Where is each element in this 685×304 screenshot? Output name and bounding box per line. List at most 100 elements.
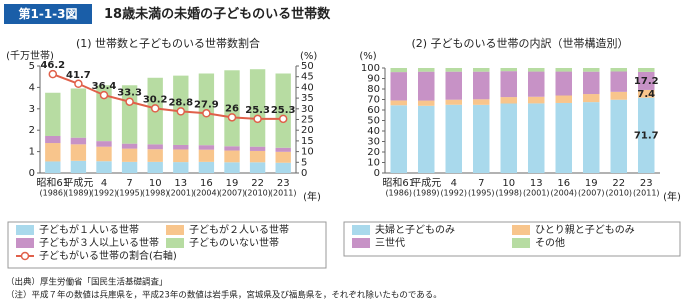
bar-segment xyxy=(224,146,240,151)
data-label: 33.3 xyxy=(117,88,142,99)
x-tick-year: (1989) xyxy=(65,189,92,198)
y-tick-label: 20 xyxy=(367,147,380,158)
bar-segment xyxy=(224,162,240,173)
y-tick-label: 100 xyxy=(361,63,380,74)
legend-marker xyxy=(20,251,30,261)
line-marker xyxy=(48,69,58,79)
x-tick-year: (2004) xyxy=(550,189,577,198)
x-tick-label: 19 xyxy=(226,178,239,189)
bar-segment xyxy=(390,68,407,73)
legend-swatch xyxy=(352,225,370,235)
legend-label: 子どもが１人いる世帯 xyxy=(39,223,139,236)
bar-segment xyxy=(275,162,291,173)
y2-tick-label: 35 xyxy=(301,93,314,104)
legend-label: 子どものいない世帯 xyxy=(189,236,279,249)
x-tick-label: 昭和61 xyxy=(382,177,415,189)
data-label: 28.8 xyxy=(168,97,193,108)
bar-segment xyxy=(249,162,266,173)
bar-segment xyxy=(147,144,163,150)
line-marker xyxy=(150,104,160,113)
y-tick-label: 3 xyxy=(29,104,35,115)
legend-swatch xyxy=(512,225,530,235)
bar-segment xyxy=(173,149,189,163)
chart-title: (2) 子どものいる世帯の内訳（世帯構造別） xyxy=(411,36,628,50)
bar-segment xyxy=(249,69,266,147)
bar-segment xyxy=(147,161,163,173)
bar-segment xyxy=(473,99,490,105)
x-tick-label: 4 xyxy=(451,178,457,189)
bar-segment xyxy=(445,71,462,100)
y-tick-label: 70 xyxy=(367,95,380,106)
bar-segment xyxy=(473,104,490,173)
y2-tick-label: 5 xyxy=(301,157,307,168)
y-tick-label: 90 xyxy=(367,74,380,85)
y2-axis-title: (%) xyxy=(300,51,317,62)
bar-segment xyxy=(390,72,407,101)
x-tick-label: 7 xyxy=(478,178,484,189)
y-tick-label: 0 xyxy=(374,168,380,179)
y2-tick-label: 30 xyxy=(301,104,314,115)
x-tick-label: 昭和61 xyxy=(36,177,69,189)
x-tick-year: (1992) xyxy=(91,189,118,198)
x-tick-label: 平成元 xyxy=(63,177,93,189)
y-tick-label: 1 xyxy=(29,147,35,158)
legend-label: 子どもが２人いる世帯 xyxy=(189,223,289,236)
figure-id-box xyxy=(4,4,92,24)
legend-swatch xyxy=(166,238,184,248)
bar-segment xyxy=(173,162,189,173)
bar-segment xyxy=(638,71,655,90)
bar-segment xyxy=(445,99,462,105)
footnote: （注）平成７年の数値は兵庫県を，平成23年の数値は岩手県，宮城県及び福島県を，そ… xyxy=(6,290,442,301)
line-marker xyxy=(278,114,288,124)
y2-tick-label: 25 xyxy=(301,115,314,126)
x-tick-year: (1998) xyxy=(495,189,522,198)
y-axis-title: (%) xyxy=(359,51,376,62)
data-label: 25.3 xyxy=(245,105,270,116)
bar-segment xyxy=(418,71,435,101)
legend-swatch xyxy=(16,238,34,248)
x-tick-label: 23 xyxy=(640,178,653,189)
bar-segment xyxy=(638,97,655,173)
bar-segment xyxy=(610,91,627,100)
bar-segment xyxy=(583,102,600,173)
y2-tick-label: 50 xyxy=(301,61,314,72)
bar-segment xyxy=(45,143,61,162)
x-tick-year: (1992) xyxy=(440,189,467,198)
x-tick-year: (2007) xyxy=(219,189,246,198)
x-tick-label: 19 xyxy=(585,178,598,189)
bar-segment xyxy=(500,68,517,72)
bar-segment xyxy=(583,71,600,95)
data-label: 41.7 xyxy=(66,70,91,81)
y2-tick-label: 45 xyxy=(301,72,314,83)
bar-segment xyxy=(390,100,407,106)
legend-swatch xyxy=(16,225,34,235)
bar-segment xyxy=(198,161,215,173)
bar-segment xyxy=(638,68,655,72)
y2-tick-label: 10 xyxy=(301,147,314,158)
source-note: （出典）厚生労働省「国民生活基礎調査」 xyxy=(6,277,168,288)
y-axis-title: (千万世帯) xyxy=(6,49,54,62)
data-label: 46.2 xyxy=(40,60,65,71)
bar-segment xyxy=(70,137,87,145)
bar-segment xyxy=(500,71,517,98)
y2-tick-label: 0 xyxy=(301,168,307,179)
bar-segment xyxy=(418,105,435,173)
x-tick-year: (1995) xyxy=(116,189,143,198)
bar-segment xyxy=(638,89,655,98)
data-label: 26 xyxy=(225,103,239,114)
y2-tick-label: 15 xyxy=(301,136,314,147)
bar-segment xyxy=(173,144,189,150)
bar-segment xyxy=(500,97,517,104)
legend-label: 子どもが３人以上いる世帯 xyxy=(39,236,159,249)
bar-segment xyxy=(528,68,545,72)
chart-title: (1) 世帯数と子どものいる世帯数割合 xyxy=(76,36,260,50)
legend-label: 夫婦と子どものみ xyxy=(375,224,455,236)
figure-title: 18歳未満の未婚の子どものいる世帯数 xyxy=(104,6,331,22)
x-tick-year: (2010) xyxy=(244,189,271,198)
bar-segment xyxy=(473,68,490,72)
x-tick-label: 22 xyxy=(612,178,625,189)
bar-segment xyxy=(96,85,112,142)
bar-segment xyxy=(224,70,240,147)
legend-label: その他 xyxy=(535,236,565,249)
data-label: 30.2 xyxy=(143,94,168,105)
